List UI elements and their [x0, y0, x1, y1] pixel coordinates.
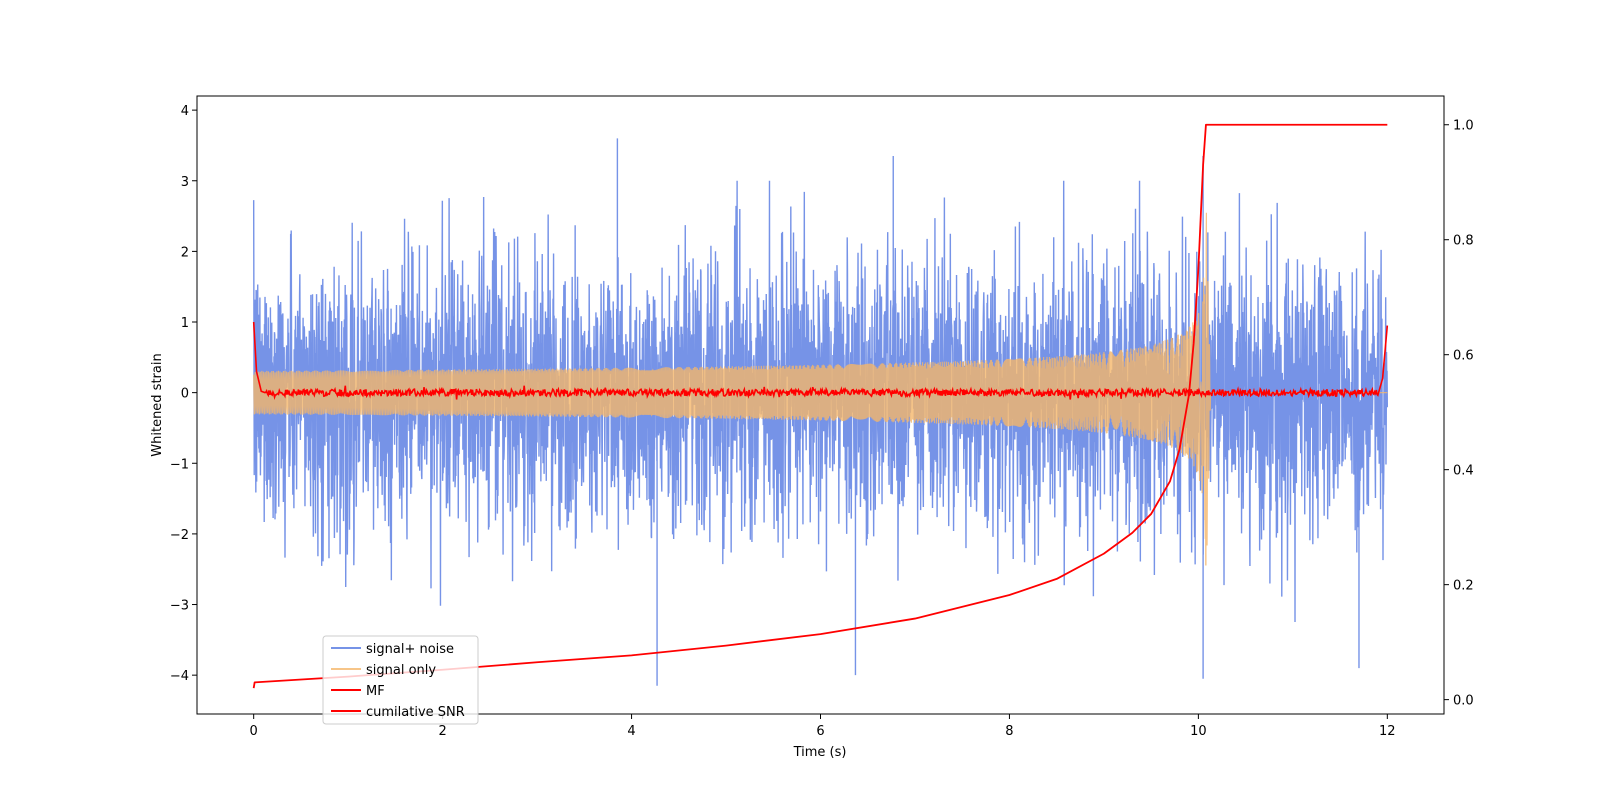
legend-label: signal+ noise [366, 642, 454, 657]
y-tick-label: 2 [181, 245, 189, 260]
x-tick-label: 10 [1190, 724, 1207, 739]
y2-tick-label: 0.2 [1453, 579, 1474, 594]
x-tick-label: 8 [1005, 724, 1013, 739]
y2-tick-label: 1.0 [1453, 119, 1474, 134]
y-tick-label: −2 [170, 528, 189, 543]
series-signal-only [253, 212, 1388, 566]
series-cumulative-snr [252, 123, 1388, 689]
y2-tick-label: 0.8 [1453, 234, 1474, 249]
y-tick-label: 0 [181, 387, 189, 402]
y-tick-label: 3 [181, 175, 189, 190]
x-tick-label: 2 [438, 724, 446, 739]
legend-label: MF [366, 684, 385, 699]
series-mf [252, 321, 1389, 400]
x-tick-label: 6 [816, 724, 824, 739]
series-signal-noise [252, 138, 1389, 686]
y-tick-label: 4 [181, 104, 189, 119]
y2-tick-label: 0.0 [1453, 694, 1474, 709]
legend-label: cumilative SNR [366, 705, 465, 720]
legend-label: signal only [366, 663, 436, 678]
y2-tick-label: 0.4 [1453, 464, 1474, 479]
x-tick-label: 12 [1379, 724, 1396, 739]
series-layer [252, 123, 1389, 689]
x-tick-label: 0 [250, 724, 258, 739]
y-tick-label: 1 [181, 316, 189, 331]
legend-box [322, 635, 479, 725]
x-axis-label: Time (s) [793, 745, 847, 760]
x-tick-label: 4 [627, 724, 635, 739]
y-axis-label: Whitened strain [150, 353, 165, 456]
legend: signal+ noise signal only MF cumilative SNR [322, 635, 479, 725]
y-tick-label: −4 [170, 669, 189, 684]
y2-tick-label: 0.6 [1453, 349, 1474, 364]
y-tick-label: −1 [170, 457, 189, 472]
y-tick-label: −3 [170, 599, 189, 614]
